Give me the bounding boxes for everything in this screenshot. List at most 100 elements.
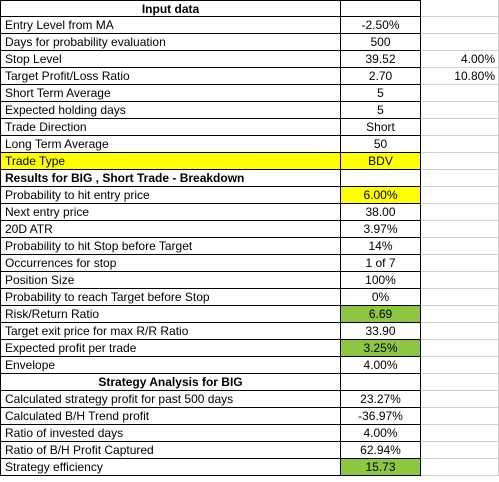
row-label[interactable]: Trade Direction xyxy=(0,119,341,136)
table-row: Stop Level 39.52 4.00% xyxy=(0,51,499,68)
input-section-title[interactable]: Input data xyxy=(0,0,341,17)
row-value[interactable]: 4.00% xyxy=(341,357,421,374)
row-extra[interactable] xyxy=(421,34,499,51)
row-label[interactable]: Position Size xyxy=(0,272,341,289)
row-label[interactable]: Target exit price for max R/R Ratio xyxy=(0,323,341,340)
table-row: Calculated B/H Trend profit -36.97% xyxy=(0,408,499,425)
row-value[interactable]: 5 xyxy=(341,85,421,102)
row-value[interactable]: 15.73 xyxy=(341,459,421,476)
table-row: Ratio of invested days 4.00% xyxy=(0,425,499,442)
results-header-value-cell[interactable] xyxy=(341,170,421,187)
row-extra[interactable] xyxy=(421,272,499,289)
row-extra[interactable] xyxy=(421,221,499,238)
row-label[interactable]: Envelope xyxy=(0,357,341,374)
row-value[interactable]: 3.97% xyxy=(341,221,421,238)
row-extra[interactable] xyxy=(421,187,499,204)
strategy-section-title[interactable]: Strategy Analysis for BIG xyxy=(0,374,341,391)
row-value[interactable]: 14% xyxy=(341,238,421,255)
row-label[interactable]: Stop Level xyxy=(0,51,341,68)
row-extra[interactable] xyxy=(421,136,499,153)
row-label[interactable]: Trade Type xyxy=(0,153,341,170)
table-row: Calculated strategy profit for past 500 … xyxy=(0,391,499,408)
row-value[interactable]: 500 xyxy=(341,34,421,51)
row-label[interactable]: Occurrences for stop xyxy=(0,255,341,272)
row-extra[interactable] xyxy=(421,289,499,306)
row-value[interactable]: 5 xyxy=(341,102,421,119)
row-label[interactable]: Long Term Average xyxy=(0,136,341,153)
row-value[interactable]: BDV xyxy=(341,153,421,170)
table-row: Occurrences for stop 1 of 7 xyxy=(0,255,499,272)
table-row: Entry Level from MA -2.50% xyxy=(0,17,499,34)
table-row: Short Term Average 5 xyxy=(0,85,499,102)
row-label[interactable]: Target Profit/Loss Ratio xyxy=(0,68,341,85)
row-value[interactable]: 100% xyxy=(341,272,421,289)
row-extra[interactable] xyxy=(421,153,499,170)
row-extra[interactable] xyxy=(421,340,499,357)
row-extra[interactable] xyxy=(421,85,499,102)
row-extra[interactable]: 10.80% xyxy=(421,68,499,85)
row-label[interactable]: Short Term Average xyxy=(0,85,341,102)
results-section-title[interactable]: Results for BIG , Short Trade - Breakdow… xyxy=(0,170,341,187)
row-value[interactable]: 23.27% xyxy=(341,391,421,408)
row-value[interactable]: 39.52 xyxy=(341,51,421,68)
row-extra[interactable] xyxy=(421,238,499,255)
row-label[interactable]: Risk/Return Ratio xyxy=(0,306,341,323)
row-extra[interactable] xyxy=(421,459,499,476)
row-value[interactable]: 33.90 xyxy=(341,323,421,340)
row-extra[interactable] xyxy=(421,391,499,408)
table-row: Risk/Return Ratio 6.69 xyxy=(0,306,499,323)
row-extra[interactable] xyxy=(421,17,499,34)
row-value[interactable]: 2.70 xyxy=(341,68,421,85)
row-extra[interactable] xyxy=(421,102,499,119)
row-value[interactable]: 6.69 xyxy=(341,306,421,323)
row-label[interactable]: Probability to hit Stop before Target xyxy=(0,238,341,255)
row-extra[interactable]: 4.00% xyxy=(421,51,499,68)
row-label[interactable]: Strategy efficiency xyxy=(0,459,341,476)
results-header-extra-cell[interactable] xyxy=(421,170,499,187)
row-label[interactable]: Ratio of invested days xyxy=(0,425,341,442)
row-extra[interactable] xyxy=(421,204,499,221)
row-value[interactable]: 50 xyxy=(341,136,421,153)
strategy-header-value-cell[interactable] xyxy=(341,374,421,391)
table-row: Next entry price 38.00 xyxy=(0,204,499,221)
row-label[interactable]: Ratio of B/H Profit Captured xyxy=(0,442,341,459)
table-row: Probability to reach Target before Stop … xyxy=(0,289,499,306)
row-value[interactable]: 62.94% xyxy=(341,442,421,459)
row-extra[interactable] xyxy=(421,425,499,442)
row-label[interactable]: Calculated B/H Trend profit xyxy=(0,408,341,425)
row-extra[interactable] xyxy=(421,323,499,340)
row-extra[interactable] xyxy=(421,119,499,136)
row-label[interactable]: Calculated strategy profit for past 500 … xyxy=(0,391,341,408)
row-label[interactable]: Expected profit per trade xyxy=(0,340,341,357)
row-value[interactable]: 4.00% xyxy=(341,425,421,442)
row-label[interactable]: Probability to reach Target before Stop xyxy=(0,289,341,306)
input-header-extra-cell[interactable] xyxy=(421,0,499,17)
table-row: Long Term Average 50 xyxy=(0,136,499,153)
row-value[interactable]: 1 of 7 xyxy=(341,255,421,272)
row-label[interactable]: Probability to hit entry price xyxy=(0,187,341,204)
row-value[interactable]: -2.50% xyxy=(341,17,421,34)
row-extra[interactable] xyxy=(421,357,499,374)
row-label[interactable]: Days for probability evaluation xyxy=(0,34,341,51)
input-header-value-cell[interactable] xyxy=(341,0,421,17)
row-label[interactable]: 20D ATR xyxy=(0,221,341,238)
row-value[interactable]: -36.97% xyxy=(341,408,421,425)
row-label[interactable]: Next entry price xyxy=(0,204,341,221)
row-value[interactable]: 3.25% xyxy=(341,340,421,357)
row-value[interactable]: Short xyxy=(341,119,421,136)
strategy-header-extra-cell[interactable] xyxy=(421,374,499,391)
row-extra[interactable] xyxy=(421,306,499,323)
row-extra[interactable] xyxy=(421,408,499,425)
row-value[interactable]: 6.00% xyxy=(341,187,421,204)
table-row: Days for probability evaluation 500 xyxy=(0,34,499,51)
row-value[interactable]: 38.00 xyxy=(341,204,421,221)
table-row: Strategy efficiency 15.73 xyxy=(0,459,499,476)
row-label[interactable]: Entry Level from MA xyxy=(0,17,341,34)
row-extra[interactable] xyxy=(421,442,499,459)
table-row: Probability to hit entry price 6.00% xyxy=(0,187,499,204)
row-extra[interactable] xyxy=(421,255,499,272)
table-row: Target Profit/Loss Ratio 2.70 10.80% xyxy=(0,68,499,85)
row-label[interactable]: Expected holding days xyxy=(0,102,341,119)
row-value[interactable]: 0% xyxy=(341,289,421,306)
